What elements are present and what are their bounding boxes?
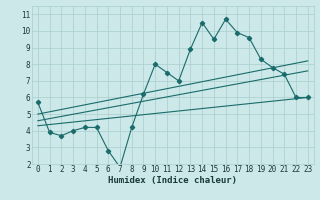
X-axis label: Humidex (Indice chaleur): Humidex (Indice chaleur): [108, 176, 237, 185]
